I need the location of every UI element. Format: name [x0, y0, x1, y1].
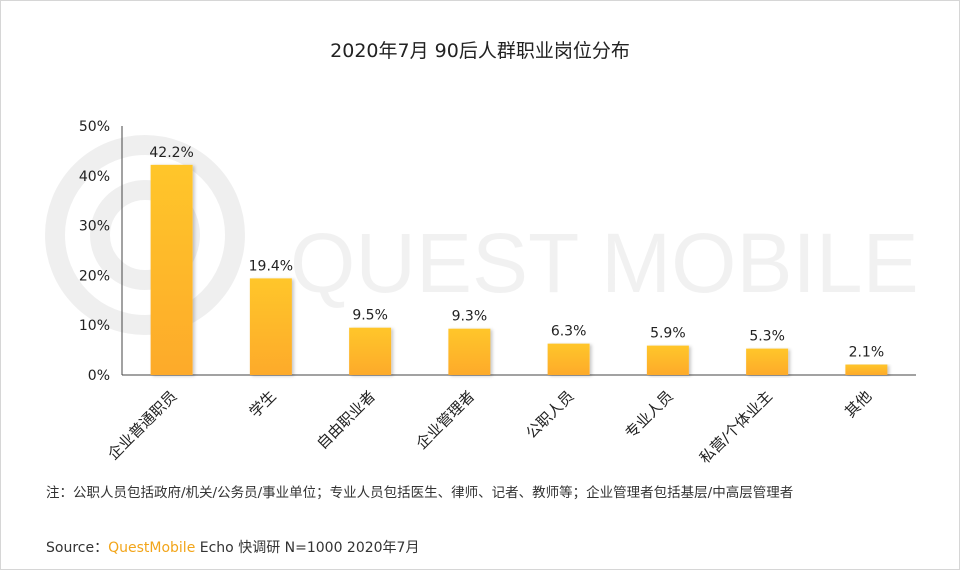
bar-value-label: 2.1% [849, 345, 885, 361]
bar [448, 328, 491, 375]
bar-value-label: 19.4% [249, 258, 293, 274]
source-rest: Echo 快调研 N=1000 2020年7月 [195, 540, 420, 556]
source-brand: QuestMobile [108, 540, 196, 556]
bar-value-label: 6.3% [551, 324, 587, 340]
y-tick-label: 10% [79, 318, 110, 334]
source-line: Source：QuestMobile Echo 快调研 N=1000 2020年… [46, 537, 419, 557]
bar-value-label: 9.5% [352, 308, 388, 324]
bar [249, 278, 292, 375]
x-tick-label: 公职人员 [522, 387, 577, 442]
bar-chart: 0% 10% 20% 30% 40% 50% 42.2% 企业普通职员 19.4% 学生 9.5% 自… [79, 119, 916, 467]
y-tick-label: 30% [79, 219, 110, 235]
x-tick-label: 私营/个体业主 [696, 387, 776, 467]
y-tick-label: 0% [88, 368, 110, 384]
bar-value-label: 42.2% [149, 145, 193, 161]
bar-value-label: 5.3% [749, 329, 785, 345]
x-tick-label: 自由职业者 [313, 387, 379, 453]
x-tick-label: 学生 [246, 387, 280, 421]
bar [646, 345, 689, 375]
bar [150, 164, 193, 375]
bar [845, 364, 888, 375]
y-tick-label: 20% [79, 268, 110, 284]
chart-title: 2020年7月 90后人群职业岗位分布 [330, 40, 630, 62]
x-tick-label: 专业人员 [622, 387, 677, 442]
svg-text:QUEST MOBILE: QUEST MOBILE [290, 216, 919, 310]
bar-value-label: 9.3% [452, 309, 488, 325]
source-label: Source： [46, 540, 109, 556]
bar [349, 327, 392, 375]
footnote: 注：公职人员包括政府/机关/公务员/事业单位；专业人员包括医生、律师、记者、教师… [46, 485, 794, 501]
x-tick-label: 其他 [841, 387, 875, 421]
x-tick-label: 企业管理者 [412, 387, 478, 453]
y-tick-label: 50% [79, 119, 110, 135]
bar [547, 343, 590, 375]
bar [746, 348, 789, 375]
x-tick-label: 企业普通职员 [104, 387, 180, 463]
y-tick-label: 40% [79, 169, 110, 185]
bar-value-label: 5.9% [650, 326, 686, 342]
